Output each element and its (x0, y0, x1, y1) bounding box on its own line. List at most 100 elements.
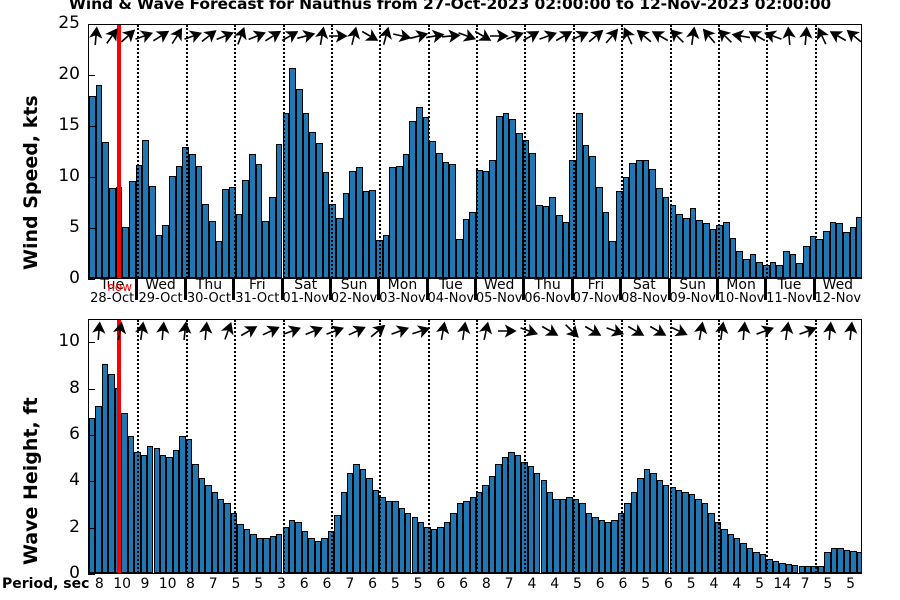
day-date: 11-Nov (766, 291, 813, 306)
bar (456, 503, 464, 573)
bar (740, 542, 747, 573)
day-name: Tue (777, 277, 802, 293)
bar (182, 147, 190, 278)
day-gridline (572, 320, 575, 573)
y-tick-label: 6 (69, 423, 80, 444)
day-separator (232, 279, 236, 300)
bar (409, 120, 416, 278)
day-label-cell: Sat 01-Nov (282, 278, 330, 305)
bar (372, 489, 380, 573)
day-gridline (621, 25, 624, 278)
bar (540, 480, 547, 573)
day-gridline (476, 25, 478, 278)
period-value: 14 (773, 576, 792, 592)
day-label-cell: Fri 07-Nov (572, 278, 620, 305)
bar (772, 561, 780, 573)
y-tick (88, 279, 95, 280)
now-line-wind (117, 25, 122, 278)
y-tick-label: 5 (69, 217, 80, 237)
day-name: Wed (145, 277, 176, 293)
bar (822, 231, 830, 278)
bar (321, 538, 328, 573)
bar (205, 484, 212, 573)
bar (172, 450, 180, 573)
bar (721, 528, 728, 573)
period-value: 7 (345, 576, 355, 592)
bar (843, 549, 851, 573)
period-value: 4 (550, 576, 560, 592)
bar (496, 115, 503, 278)
period-value: 6 (436, 576, 446, 592)
bar (366, 477, 373, 573)
bar (649, 168, 657, 278)
day-name: Fri (248, 277, 266, 293)
bar (714, 522, 722, 573)
bar (195, 165, 203, 278)
bar (127, 436, 135, 573)
bar (237, 524, 244, 573)
bar (255, 163, 263, 278)
day-gridline (766, 25, 769, 278)
day-label-cell: Mon 10-Nov (717, 278, 765, 305)
day-name: Wed (822, 277, 854, 293)
bar (837, 547, 844, 573)
bar (349, 170, 356, 278)
bar (829, 221, 837, 278)
bar (785, 563, 793, 573)
bar (509, 118, 517, 278)
bar (602, 211, 610, 278)
bar (395, 165, 403, 278)
day-gridline (137, 25, 140, 278)
bar (315, 143, 323, 278)
bar (611, 519, 618, 573)
bar (756, 261, 763, 278)
day-gridline (717, 25, 720, 278)
bar (776, 264, 783, 278)
day-date: 07-Nov (572, 291, 620, 306)
bar (398, 508, 406, 573)
bar (359, 468, 367, 573)
day-gridline (524, 25, 527, 278)
bar (762, 264, 770, 278)
day-name: Mon (387, 277, 418, 293)
day-gridline (234, 25, 237, 278)
day-name: Sat (632, 277, 656, 293)
bar (682, 491, 689, 573)
bar (222, 189, 230, 278)
bar (527, 466, 535, 573)
period-value: 6 (322, 576, 332, 592)
bar (643, 468, 651, 573)
day-name: Thu (195, 277, 223, 293)
period-value: 6 (664, 576, 673, 592)
bar (856, 216, 861, 278)
bar (95, 85, 103, 278)
bar (242, 180, 250, 278)
bar (663, 484, 670, 573)
y-tick (88, 434, 95, 436)
bar (89, 417, 96, 573)
bar (596, 187, 603, 278)
bar (592, 517, 599, 573)
bar (701, 503, 709, 573)
period-axis-label: Period, sec (2, 576, 90, 592)
bar (722, 221, 730, 278)
bar (411, 517, 418, 573)
bar (836, 222, 843, 278)
day-gridline (137, 320, 140, 573)
day-label-cell: Mon 03-Nov (378, 277, 426, 305)
bar (585, 512, 593, 573)
bar (709, 229, 717, 278)
bar (295, 89, 303, 278)
bar (482, 484, 489, 573)
bar (676, 213, 683, 278)
bar (508, 452, 515, 573)
bar (609, 241, 617, 278)
bar (340, 491, 347, 573)
y-tick (88, 24, 95, 25)
period-value: 4 (709, 576, 719, 592)
bar (435, 152, 443, 278)
bar (559, 498, 567, 573)
day-name: Tue (100, 277, 125, 293)
day-gridline (282, 320, 285, 573)
day-separator (570, 279, 574, 300)
